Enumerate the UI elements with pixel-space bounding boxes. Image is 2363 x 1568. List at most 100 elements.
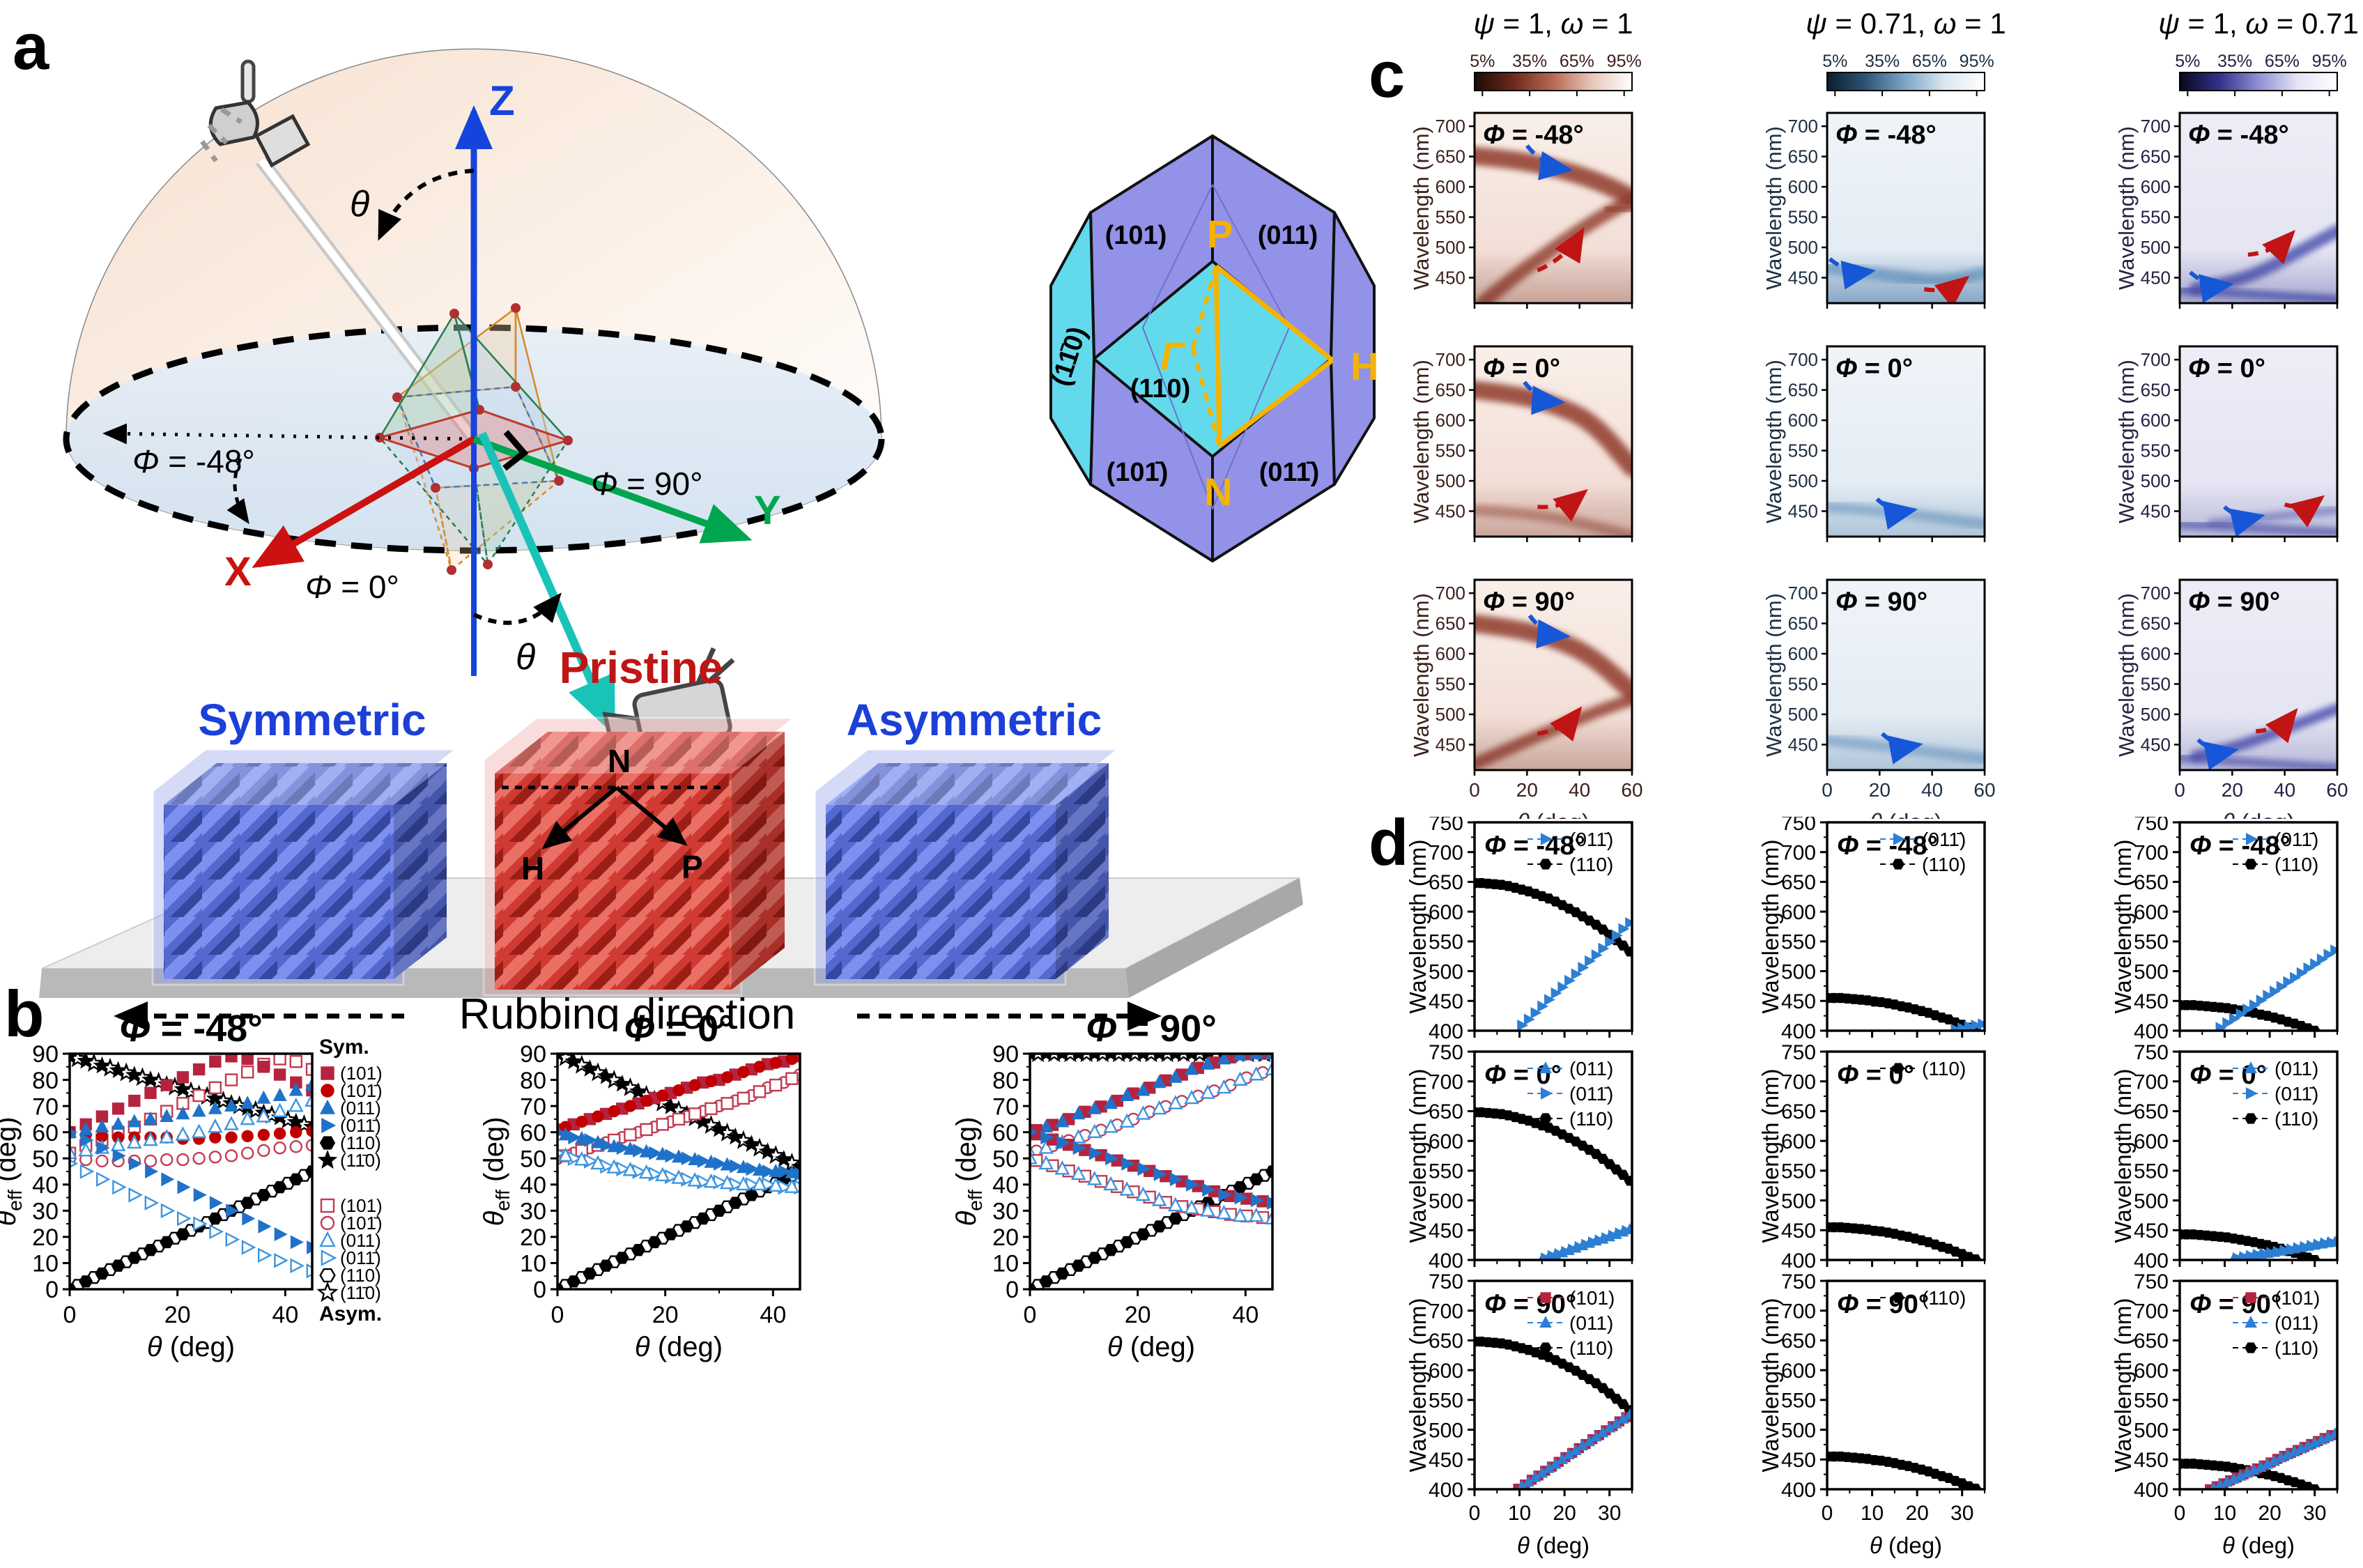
svg-text:(110): (110) [340,1265,381,1286]
svg-text:600: 600 [2141,176,2171,197]
svg-text:700: 700 [2134,1300,2169,1323]
svg-text:θ (deg): θ (deg) [1870,1532,1942,1558]
svg-text:700: 700 [1788,116,1818,137]
svg-text:(011̄): (011̄) [340,1247,381,1268]
svg-text:0: 0 [1469,1502,1481,1525]
svg-text:700: 700 [2141,349,2171,370]
svg-text:650: 650 [1435,613,1465,634]
svg-text:450: 450 [2134,1220,2169,1243]
hemisphere-svg: ZθΦ = -48°X Φ = 0°YΦ = 90°θ [63,48,885,758]
svg-text:Φ = 90°: Φ = 90° [1086,1008,1217,1050]
svg-text:θ (deg): θ (deg) [2222,1532,2295,1558]
svg-text:(011): (011) [1569,1058,1613,1079]
svg-text:550: 550 [2141,207,2171,228]
svg-text:20: 20 [1869,779,1891,801]
svg-text:70: 70 [520,1093,546,1120]
svg-text:Φ = -48°: Φ = -48° [1835,121,1937,150]
svg-text:5%: 5% [2175,52,2200,71]
svg-text:Γ: Γ [1160,334,1186,378]
svg-text:500: 500 [1781,960,1816,983]
svg-text:700: 700 [2134,1071,2169,1094]
svg-text:H: H [1350,344,1378,388]
svg-text:750: 750 [2134,1041,2169,1064]
svg-text:550: 550 [1788,674,1818,695]
svg-text:450: 450 [1781,1449,1816,1472]
svg-text:Wavelength (nm): Wavelength (nm) [2114,360,2139,523]
svg-text:90: 90 [32,1041,59,1068]
svg-text:10: 10 [2213,1502,2236,1525]
svg-text:450: 450 [1429,1220,1463,1243]
svg-text:(011̄): (011̄) [2275,1083,2318,1105]
svg-text:600: 600 [1788,410,1818,431]
svg-text:700: 700 [1788,349,1818,370]
svg-text:450: 450 [1435,734,1465,755]
svg-text:Φ = 0°: Φ = 0° [1835,354,1913,383]
svg-text:500: 500 [1435,237,1465,258]
svg-text:650: 650 [2141,613,2171,634]
svg-text:500: 500 [1429,1190,1463,1213]
svg-text:Φ = -48°: Φ = -48° [1483,121,1584,150]
svg-text:Φ = 90°: Φ = 90° [2188,587,2280,617]
svg-text:400: 400 [2134,1250,2169,1273]
svg-text:500: 500 [2134,960,2169,983]
svg-text:(011): (011) [1569,1312,1613,1334]
svg-text:Wavelength (nm): Wavelength (nm) [2114,126,2139,290]
svg-text:550: 550 [2134,1390,2169,1413]
svg-text:700: 700 [2134,842,2169,865]
svg-text:40: 40 [2274,779,2295,801]
svg-text:P: P [682,849,703,885]
svg-text:(011̄): (011̄) [1569,1083,1613,1105]
svg-text:(101̄): (101̄) [340,1080,383,1101]
svg-text:Φ = 90°: Φ = 90° [2189,1290,2281,1319]
svg-text:Wavelength (nm): Wavelength (nm) [2110,1068,2136,1243]
svg-text:700: 700 [2141,116,2171,137]
svg-text:600: 600 [2134,1360,2169,1383]
svg-text:450: 450 [1781,990,1816,1013]
svg-text:750: 750 [1781,1270,1816,1293]
svg-text:750: 750 [2134,817,2169,835]
svg-text:40: 40 [272,1302,298,1328]
svg-text:(110): (110) [1569,1108,1613,1130]
svg-text:30: 30 [520,1199,546,1225]
svg-text:600: 600 [1429,1130,1463,1153]
svg-text:(110): (110) [1569,854,1613,875]
svg-text:60: 60 [1621,779,1642,801]
svg-text:600: 600 [1781,901,1816,924]
svg-text:65%: 65% [1560,52,1594,71]
svg-text:(101): (101) [340,1195,383,1216]
svg-text:X: X [224,549,252,594]
svg-text:(101̄): (101̄) [1107,458,1169,487]
svg-text:650: 650 [1788,380,1818,401]
svg-text:550: 550 [1435,440,1465,461]
svg-text:θ (deg): θ (deg) [147,1332,235,1362]
svg-text:400: 400 [2134,1479,2169,1502]
svg-text:650: 650 [1788,146,1818,167]
svg-text:Wavelength (nm): Wavelength (nm) [2110,839,2136,1013]
svg-text:40: 40 [1921,779,1943,801]
svg-text:Φ = 0°: Φ = 0° [1484,1061,1562,1090]
svg-text:20: 20 [1905,1502,1928,1525]
svg-text:10: 10 [32,1251,59,1277]
panel-b-label: b [4,977,45,1050]
svg-text:400: 400 [1781,1250,1816,1273]
svg-text:650: 650 [2141,146,2171,167]
svg-text:0: 0 [1469,779,1480,801]
svg-text:700: 700 [1781,1071,1816,1094]
svg-text:0: 0 [2174,1502,2186,1525]
svg-text:Φ = 0°: Φ = 0° [2188,354,2265,383]
svg-text:600: 600 [1788,176,1818,197]
svg-text:650: 650 [2134,1100,2169,1123]
svg-text:Sym.: Sym. [319,1036,369,1059]
svg-text:650: 650 [1435,146,1465,167]
svg-text:700: 700 [1429,1300,1463,1323]
svg-text:(011): (011) [340,1230,381,1251]
svg-text:40: 40 [992,1172,1019,1199]
svg-text:600: 600 [1429,901,1463,924]
svg-text:Φ = 90°: Φ = 90° [1835,587,1927,617]
svg-text:Φ = 0°: Φ = 0° [1483,354,1560,383]
svg-text:(110): (110) [2275,1108,2318,1130]
svg-text:700: 700 [1788,583,1818,604]
svg-text:Φ = 0°: Φ = 0° [1837,1061,1914,1090]
svg-text:(011): (011) [2275,1312,2318,1334]
